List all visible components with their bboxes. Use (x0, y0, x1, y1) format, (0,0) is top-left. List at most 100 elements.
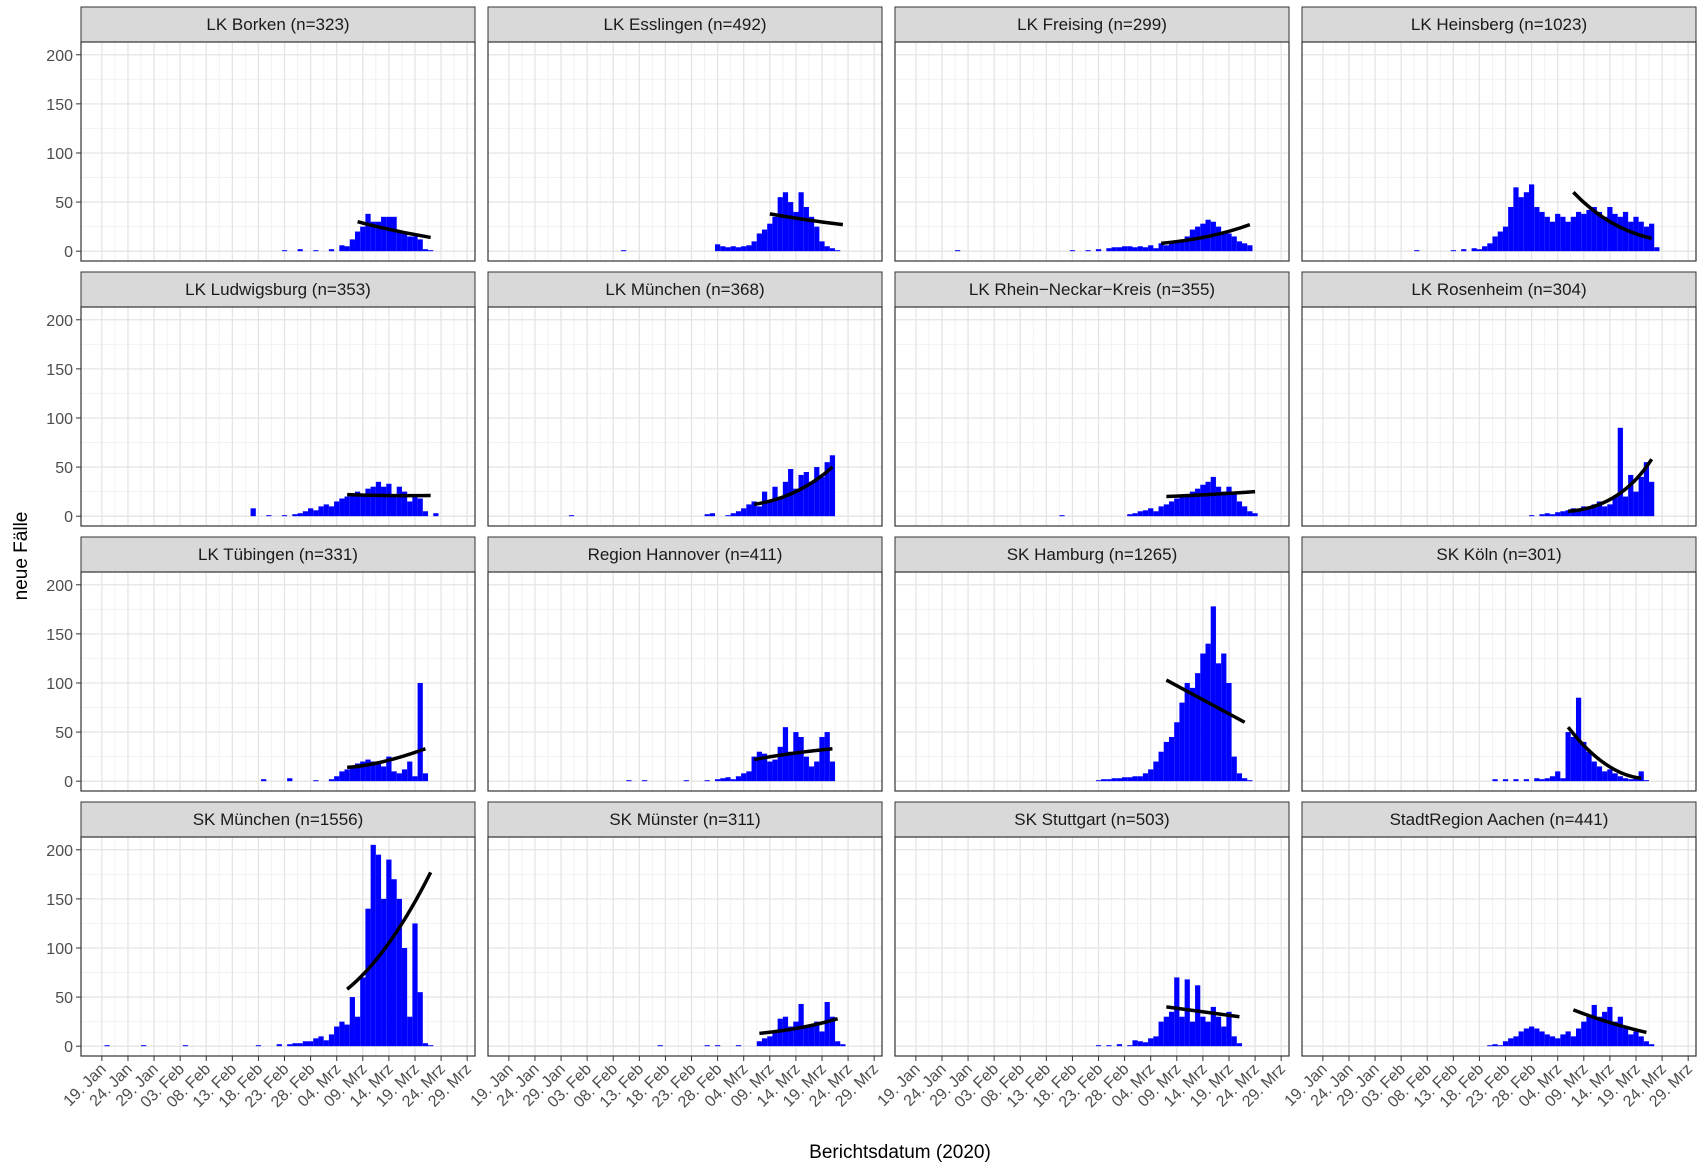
bar (1549, 776, 1556, 782)
bar (1226, 1011, 1232, 1047)
bar (422, 1043, 429, 1047)
bar (1607, 504, 1613, 517)
bar (318, 1036, 324, 1047)
bar (381, 216, 387, 252)
bar (1168, 736, 1175, 782)
bar (1638, 771, 1644, 782)
bar (1581, 213, 1587, 252)
bar (1122, 246, 1128, 252)
bar (370, 221, 376, 252)
bar (1492, 236, 1498, 252)
fit-line (1166, 489, 1256, 499)
strip-background (894, 536, 1290, 573)
bar (741, 246, 747, 252)
bar (360, 496, 366, 517)
strip-background (487, 271, 883, 308)
bar (375, 481, 382, 517)
fit-line (1566, 726, 1642, 780)
bar (741, 508, 747, 517)
strip-background (1301, 536, 1697, 573)
bar (1539, 514, 1545, 517)
bar (1189, 687, 1196, 782)
bar (1148, 245, 1154, 252)
bar (334, 1026, 340, 1047)
fit-line (1165, 678, 1246, 724)
bar (328, 1034, 335, 1047)
bar (798, 474, 804, 517)
bar (422, 511, 429, 517)
bar (808, 1024, 815, 1047)
bar (735, 1045, 742, 1047)
bar (829, 248, 836, 252)
y-tick-label: 0 (64, 1039, 73, 1056)
bar (1565, 732, 1571, 782)
bar (1560, 511, 1566, 517)
panel-title: LK Rhein−Neckar−Kreis (n=355) (969, 280, 1215, 299)
strip-background (80, 6, 476, 43)
bar (1539, 1031, 1545, 1047)
bar (396, 773, 402, 782)
bar (1622, 1028, 1629, 1047)
bar (1529, 184, 1535, 252)
bar (292, 514, 298, 517)
bar (819, 736, 825, 782)
y-tick-label: 100 (46, 411, 73, 428)
bar (1555, 512, 1561, 517)
bar (756, 1041, 762, 1047)
bar (297, 513, 303, 517)
bar (1168, 1011, 1175, 1047)
bar (741, 773, 747, 782)
bar (1502, 1041, 1509, 1047)
bar (323, 1040, 329, 1047)
bar (360, 226, 366, 252)
bar (1231, 1036, 1237, 1047)
bar (720, 246, 726, 252)
bar (1142, 1042, 1149, 1047)
panel-title: LK Rosenheim (n=304) (1411, 280, 1586, 299)
bar (793, 732, 799, 782)
y-tick-label: 150 (46, 892, 73, 909)
bar (715, 1045, 721, 1047)
fit-line (347, 492, 431, 498)
bar (1210, 1006, 1216, 1047)
bar (1534, 1028, 1540, 1047)
bar (417, 498, 423, 517)
bar (1210, 476, 1216, 517)
bar (772, 759, 778, 782)
panel-title: Region Hannover (n=411) (588, 545, 783, 564)
y-tick-label: 100 (46, 941, 73, 958)
bar (782, 192, 789, 252)
panel-title: SK Köln (n=301) (1436, 545, 1561, 564)
fit-line (1568, 458, 1654, 514)
bar (798, 1003, 804, 1047)
y-tick-label: 150 (46, 362, 73, 379)
panel-border (80, 836, 476, 1057)
bar (777, 498, 783, 517)
bar (334, 776, 340, 782)
bar (1142, 510, 1149, 517)
bar (1242, 778, 1248, 782)
bar (1617, 1016, 1623, 1047)
plot-background (1302, 837, 1696, 1056)
strip-background (80, 536, 476, 573)
bar (1111, 247, 1117, 252)
strip-background (1301, 801, 1697, 838)
bar (422, 249, 429, 252)
bar (1586, 508, 1592, 517)
bar (777, 197, 783, 252)
x-axis-label: Berichtsdatum (2020) (809, 1142, 991, 1163)
bar (391, 216, 397, 252)
bar (824, 1001, 830, 1047)
y-tick-label: 50 (55, 195, 73, 212)
bar (381, 898, 387, 1047)
bar (1132, 1040, 1138, 1047)
bar (391, 496, 397, 517)
bar (417, 239, 423, 252)
bar (104, 1045, 110, 1047)
fit-line (753, 747, 833, 762)
fit-line (357, 220, 431, 240)
bar (287, 1044, 293, 1047)
bar (365, 759, 371, 782)
bar (756, 506, 762, 517)
bar (1247, 780, 1253, 782)
